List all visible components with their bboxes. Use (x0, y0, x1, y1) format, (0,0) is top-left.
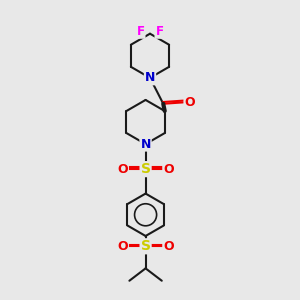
Text: F: F (136, 25, 145, 38)
Text: S: S (141, 162, 151, 176)
Text: O: O (184, 96, 195, 109)
Text: O: O (117, 240, 128, 253)
Text: O: O (117, 163, 128, 176)
Text: N: N (140, 138, 151, 151)
Text: N: N (145, 71, 155, 84)
Text: S: S (141, 239, 151, 253)
Text: O: O (163, 163, 174, 176)
Text: F: F (155, 25, 164, 38)
Text: O: O (163, 240, 174, 253)
